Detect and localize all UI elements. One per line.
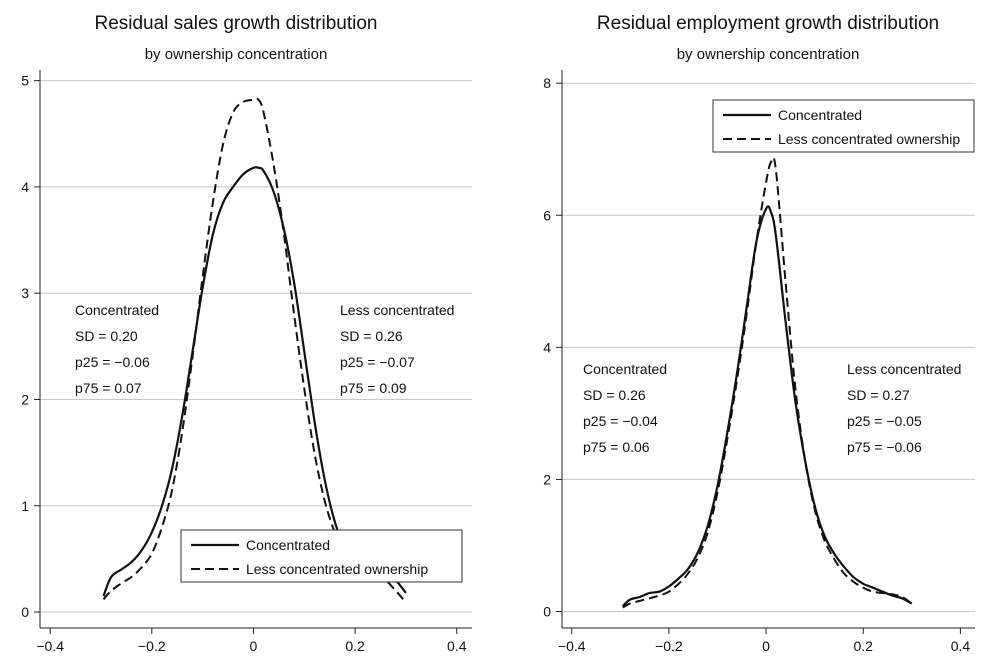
x-tick-label: −0.2 — [138, 638, 166, 654]
legend: Concentrated Less concentrated ownership — [180, 529, 463, 583]
legend-box — [180, 529, 463, 583]
annotation-right-line: Less concentrated — [340, 302, 454, 318]
x-tick-label: 0.4 — [951, 638, 971, 654]
y-tick-label: 2 — [21, 391, 29, 407]
x-tick-label: −0.4 — [36, 638, 64, 654]
annotation-left-line: p75 = 0.07 — [75, 380, 142, 396]
annotation-right-line: p75 = −0.06 — [847, 439, 922, 455]
y-tick-label: 5 — [21, 73, 29, 89]
x-tick-label: 0 — [762, 638, 770, 654]
y-tick-label: 2 — [543, 471, 551, 487]
y-tick-label: 0 — [21, 604, 29, 620]
x-tick-label: 0 — [250, 638, 258, 654]
chart-title: Residual sales growth distribution — [94, 13, 377, 34]
legend-label: Less concentrated ownership — [246, 561, 428, 577]
x-tick-label: 0.2 — [345, 638, 365, 654]
annotation-right-line: p25 = −0.07 — [340, 354, 415, 370]
annotation-right-line: SD = 0.26 — [340, 328, 403, 344]
y-tick-label: 4 — [21, 179, 29, 195]
y-tick-label: 6 — [543, 207, 551, 223]
x-tick-label: 0.2 — [854, 638, 874, 654]
series-line-less-concentrated — [622, 156, 913, 609]
annotation-right-line: Less concentrated — [847, 361, 961, 377]
annotation-left-line: p25 = −0.06 — [75, 354, 150, 370]
y-tick-label: 3 — [21, 285, 29, 301]
annotation-right-line: SD = 0.27 — [847, 387, 910, 403]
x-tick-label: −0.4 — [558, 638, 586, 654]
legend: Concentrated Less concentrated ownership — [712, 99, 975, 153]
annotation-left-line: p75 = 0.06 — [583, 439, 650, 455]
legend-box — [712, 99, 975, 153]
y-tick-label: 4 — [543, 339, 551, 355]
annotation-right-line: p25 = −0.05 — [847, 413, 922, 429]
x-tick-label: 0.4 — [447, 638, 467, 654]
annotation-left-line: Concentrated — [583, 361, 667, 377]
chart-subtitle: by ownership concentration — [677, 46, 860, 63]
annotation-left-line: SD = 0.20 — [75, 328, 138, 344]
series-line-less-concentrated — [102, 97, 405, 600]
legend-label: Concentrated — [246, 537, 330, 553]
series-line-concentrated — [621, 205, 913, 608]
annotation-right-line: p75 = 0.09 — [340, 380, 407, 396]
legend-label: Concentrated — [778, 107, 862, 123]
y-tick-label: 0 — [543, 603, 551, 619]
annotation-left-line: Concentrated — [75, 302, 159, 318]
annotation-left-line: SD = 0.26 — [583, 387, 646, 403]
chart-panel-2: Residual employment growth distribution b… — [543, 13, 975, 654]
legend-label: Less concentrated ownership — [778, 131, 960, 147]
x-tick-label: −0.2 — [655, 638, 683, 654]
y-tick-label: 1 — [21, 498, 29, 514]
chart-title: Residual employment growth distribution — [597, 13, 939, 34]
chart-panel-1: Residual sales growth distribution by own… — [21, 13, 472, 654]
y-tick-label: 8 — [543, 75, 551, 91]
chart-subtitle: by ownership concentration — [145, 46, 328, 63]
annotation-left-line: p25 = −0.04 — [583, 413, 658, 429]
